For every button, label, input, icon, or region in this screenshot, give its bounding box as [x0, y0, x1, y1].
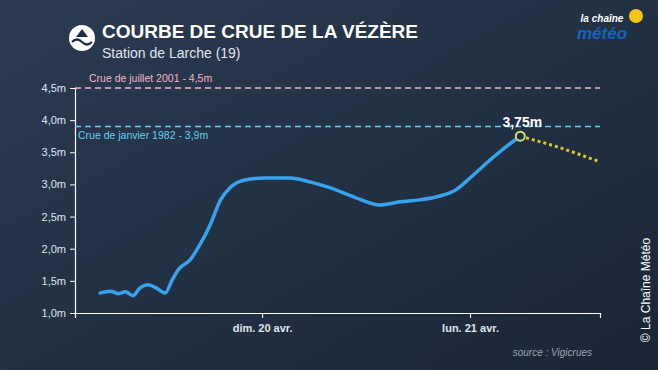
- tick-mark: [70, 313, 75, 314]
- logo-text: météo: [577, 24, 627, 43]
- tick-mark: [70, 281, 75, 282]
- tick-mark: [262, 313, 263, 318]
- icon: [69, 25, 95, 51]
- tick: 1,5m: [42, 275, 75, 287]
- tick-label: 1,5m: [42, 275, 66, 287]
- point-marker: [516, 132, 525, 141]
- series-line: [520, 136, 600, 162]
- tick-mark: [70, 88, 75, 89]
- tick-label: 4,5m: [42, 82, 66, 94]
- tick: 2,5m: [42, 211, 75, 223]
- tick: 4,5m: [42, 82, 75, 94]
- tick: 4,0m: [42, 114, 75, 126]
- tick-mark: [70, 249, 75, 250]
- copyright: © La Chaîne Météo: [639, 238, 653, 343]
- point-label: 3,75m: [502, 114, 542, 130]
- tick-label: 2,5m: [42, 211, 66, 223]
- tick-label: lun. 21 avr.: [442, 322, 499, 334]
- tick-mark: [70, 152, 75, 153]
- tick: 2,0m: [42, 243, 75, 255]
- tick-label: 2,0m: [42, 243, 66, 255]
- tick: 3,0m: [42, 178, 75, 190]
- tick-mark: [70, 217, 75, 218]
- tick: 1,0m: [42, 307, 75, 319]
- series-group: [100, 132, 600, 296]
- plot: 1,0m 1,5m 2,0m 2,5m 3,0m 3,5m 4,0m 4,5m dim. 20 …: [42, 72, 601, 334]
- tick-mark: [70, 184, 75, 185]
- tick: lun. 21 avr.: [442, 313, 499, 334]
- axis-line: [70, 89, 76, 314]
- tick-label: 1,0m: [42, 307, 66, 319]
- subtitle: Station de Larche (19): [102, 45, 241, 61]
- tick-label: 3,0m: [42, 178, 66, 190]
- tick-label: dim. 20 avr.: [233, 322, 293, 334]
- reference-label: Crue de janvier 1982 - 3,9m: [78, 129, 208, 141]
- logo-text: la chaîne: [581, 13, 624, 24]
- tick-mark: [70, 120, 75, 121]
- tick-label: 4,0m: [42, 114, 66, 126]
- logo-sun: [629, 9, 643, 23]
- reference-label: Crue de juillet 2001 - 4,5m: [89, 72, 212, 84]
- tick-mark: [470, 313, 471, 318]
- source: source : Vigicrues: [513, 347, 592, 358]
- chart: COURBE DE CRUE DE LA VÉZÈRE Station de La…: [0, 0, 658, 370]
- icon-wave: [72, 40, 92, 45]
- axis-line: [76, 314, 601, 319]
- tick: dim. 20 avr.: [233, 313, 293, 334]
- reference-line: [75, 87, 600, 89]
- background: [0, 0, 658, 370]
- y-axis: 1,0m 1,5m 2,0m 2,5m 3,0m 3,5m 4,0m 4,5m: [42, 82, 76, 319]
- tick-label: 3,5m: [42, 146, 66, 158]
- x-axis: dim. 20 avr. lun. 21 avr.: [76, 313, 601, 334]
- series-line: [100, 136, 520, 295]
- tick: 3,5m: [42, 146, 75, 158]
- title: COURBE DE CRUE DE LA VÉZÈRE: [102, 21, 418, 42]
- icon-house: [76, 29, 88, 37]
